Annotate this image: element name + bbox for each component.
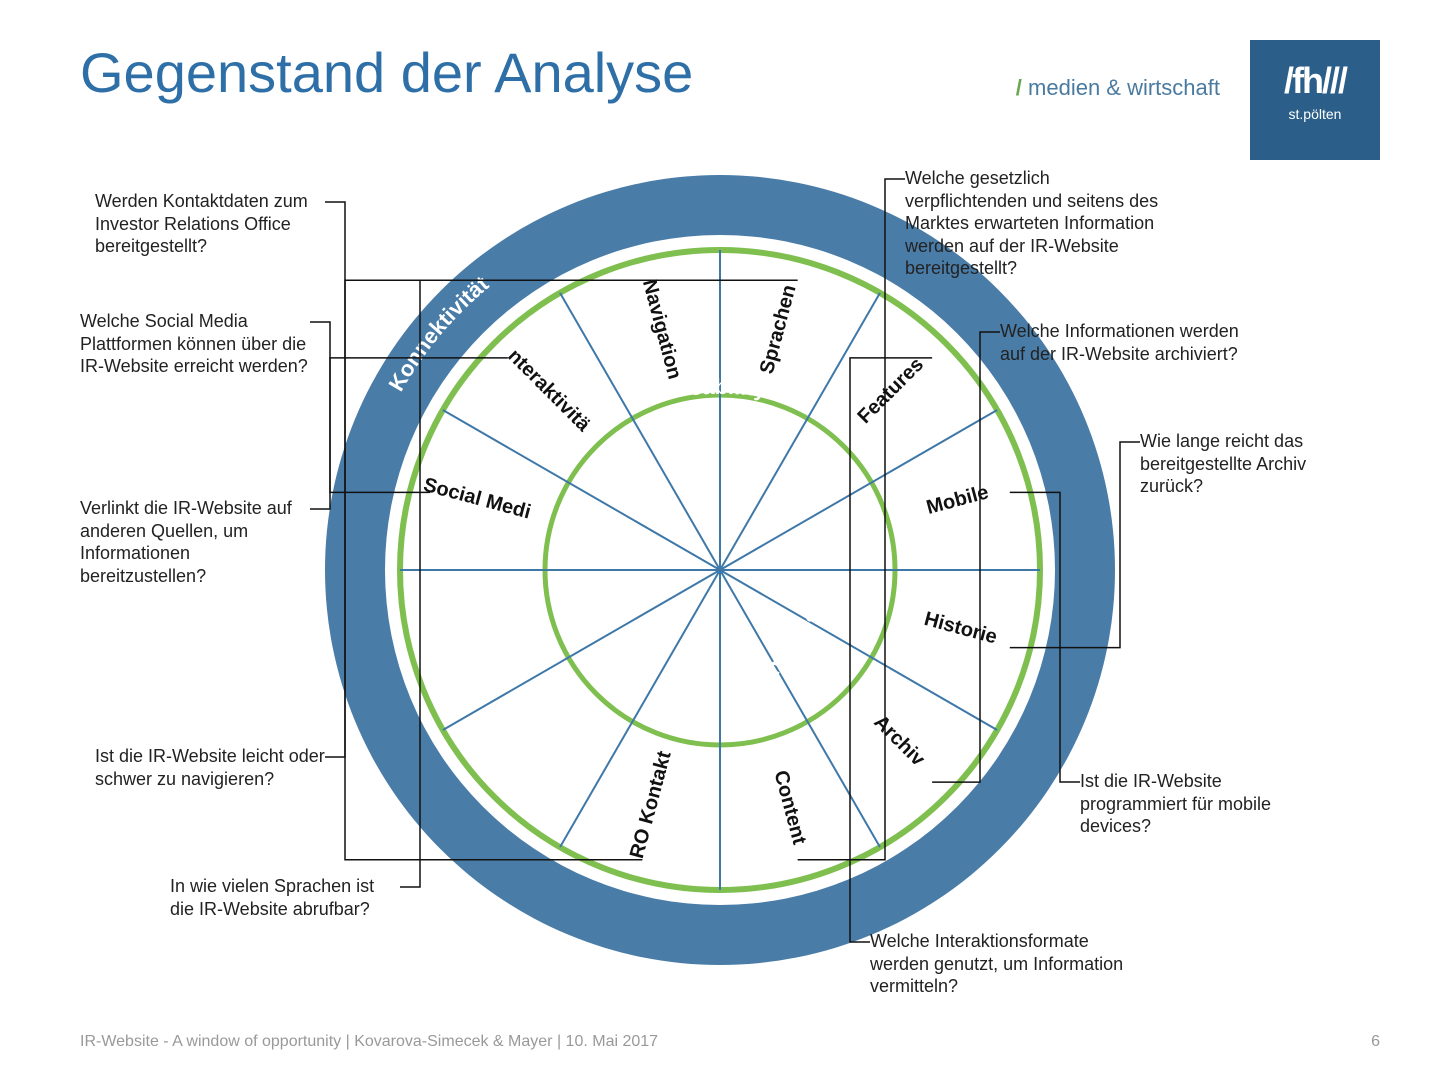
footer-text: IR-Website - A window of opportunity | K…	[80, 1033, 658, 1051]
logo-line1: /fh///	[1250, 60, 1380, 102]
annotation: Verlinkt die IR-Website auf anderen Quel…	[80, 497, 310, 587]
subtitle-slash: /	[1016, 75, 1022, 100]
logo-line2: st.pölten	[1250, 106, 1380, 122]
fh-logo: /fh/// st.pölten	[1250, 40, 1380, 160]
annotation: Ist die IR-Website programmiert für mobi…	[1080, 770, 1310, 838]
wheel-diagram: ContentArchivHistorieMobileFeaturesSprac…	[320, 170, 1120, 970]
svg-text:Usability: Usability	[672, 374, 768, 402]
annotation: In wie vielen Sprachen ist die IR-Websit…	[170, 875, 400, 920]
annotation: Werden Kontaktdaten zum Investor Relatio…	[95, 190, 325, 258]
annotation: Welche Informationen werden auf der IR-W…	[1000, 320, 1260, 365]
annotation: Wie lange reicht das bereitgestellte Arc…	[1140, 430, 1370, 498]
page-number: 6	[1371, 1033, 1380, 1051]
annotation: Welche Interaktionsformate werden genutz…	[870, 930, 1130, 998]
annotation: Welche gesetzlich verpflichtenden und se…	[905, 167, 1165, 280]
subtitle-text: medien & wirtschaft	[1028, 75, 1220, 100]
header-subtitle: / medien & wirtschaft	[1016, 75, 1220, 101]
slide-title: Gegenstand der Analyse	[80, 40, 693, 105]
annotation: Welche Social Media Plattformen können ü…	[80, 310, 310, 378]
annotation: Ist die IR-Website leicht oder schwer zu…	[95, 745, 325, 790]
